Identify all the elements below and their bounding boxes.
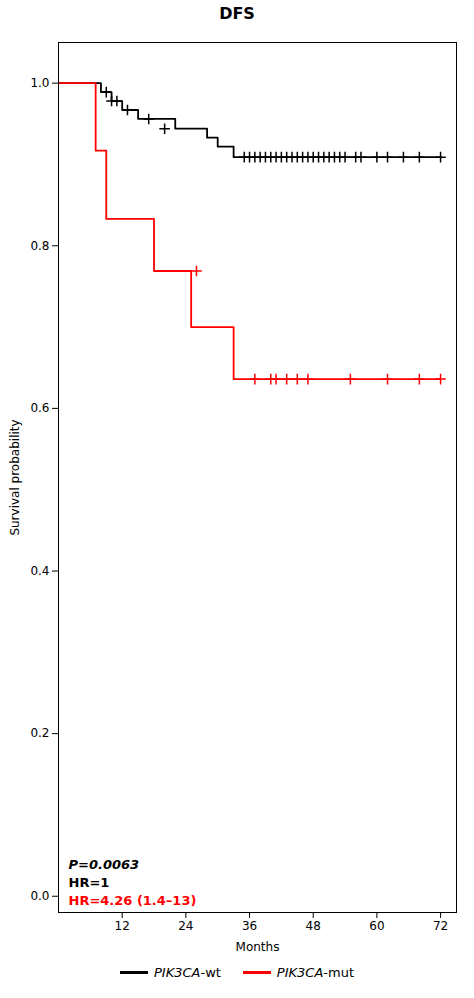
svg-text:12: 12 (115, 919, 130, 933)
svg-text:0.0: 0.0 (30, 889, 49, 903)
svg-text:Months: Months (236, 940, 280, 954)
svg-text:0.2: 0.2 (30, 726, 49, 740)
html-text:DFS: DFS (219, 4, 255, 23)
svg-text:1.0: 1.0 (30, 76, 49, 90)
svg-text:0.4: 0.4 (30, 564, 49, 578)
svg-text:HR=4.26 (1.4–13): HR=4.26 (1.4–13) (69, 893, 197, 908)
svg-text:HR=1: HR=1 (69, 875, 110, 890)
svg-text:0.6: 0.6 (30, 401, 49, 415)
svg-text:0.8: 0.8 (30, 239, 49, 253)
html-text:PIK3CA -mut: PIK3CA -mut (276, 964, 354, 980)
svg-text:72: 72 (433, 919, 448, 933)
svg-text:36: 36 (242, 919, 257, 933)
svg-text:48: 48 (306, 919, 321, 933)
html-text:PIK3CA -wt: PIK3CA -wt (154, 964, 221, 980)
svg-text:P=0.0063: P=0.0063 (69, 857, 140, 872)
svg-text:24: 24 (178, 919, 193, 933)
svg-text:Survival probability: Survival probability (8, 419, 22, 535)
svg-text:60: 60 (369, 919, 384, 933)
